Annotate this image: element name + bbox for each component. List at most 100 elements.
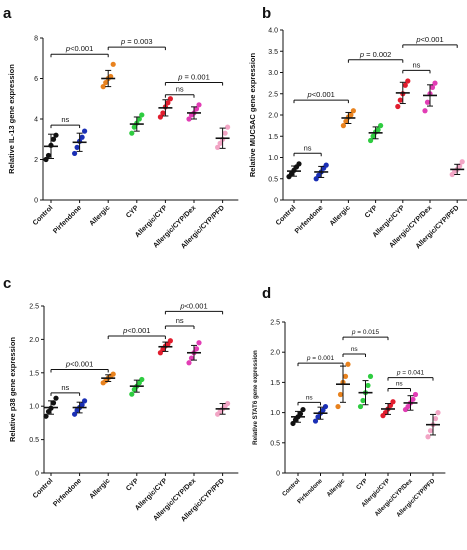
- y-tick-label: 0: [35, 471, 39, 478]
- y-tick-label: 2.5: [270, 320, 280, 327]
- significance-label: p = 0.002: [359, 50, 392, 59]
- data-point: [300, 406, 306, 413]
- y-tick-label: 1.0: [270, 410, 280, 417]
- series-0: [43, 132, 59, 163]
- y-axis-label: Relative MUC5AC gene expression: [248, 52, 257, 177]
- significance-bracket: ns: [297, 394, 321, 406]
- series-6: [215, 124, 231, 150]
- significance-bracket: p<0.001: [293, 90, 349, 104]
- significance-bracket: ns: [342, 346, 366, 358]
- data-point: [139, 112, 145, 118]
- data-point: [315, 414, 321, 420]
- data-point: [375, 127, 381, 133]
- x-tick-label: CYP: [125, 204, 140, 219]
- data-point: [43, 413, 49, 419]
- data-point: [225, 400, 231, 407]
- data-point: [160, 110, 166, 116]
- significance-bracket: ns: [402, 60, 431, 74]
- significance-label: p<0.001: [122, 326, 150, 335]
- y-tick-label: 2.5: [268, 91, 278, 98]
- data-point: [129, 130, 135, 136]
- data-point: [405, 78, 411, 84]
- x-tick-label: Pirfendone: [52, 477, 83, 508]
- significance-label: p<0.001: [415, 35, 443, 44]
- y-tick-label: 1.0: [268, 155, 278, 162]
- y-tick-label: 1.5: [29, 370, 39, 377]
- series-6: [425, 410, 441, 440]
- panel-c: c Relative p38 gene expression 0 0.5 1.0 1.5 2…: [3, 275, 239, 523]
- data-point: [136, 116, 142, 122]
- y-axis-label: Relative STAT6 gene expression: [252, 350, 259, 445]
- data-point: [387, 402, 394, 408]
- significance-label: p = 0.041: [396, 370, 425, 377]
- data-point: [167, 338, 173, 344]
- data-point: [82, 128, 88, 134]
- series-1: [72, 398, 88, 417]
- data-point: [196, 102, 202, 108]
- y-tick-label: 2.0: [270, 350, 280, 357]
- significance-label: p<0.001: [179, 301, 207, 310]
- significance-label: ns: [306, 394, 314, 401]
- data-point: [343, 118, 349, 124]
- data-point: [215, 144, 221, 150]
- y-tick-label: 2.5: [29, 304, 39, 311]
- significance-label: p<0.001: [307, 90, 335, 99]
- data-point: [297, 411, 304, 417]
- series-5: [402, 391, 419, 413]
- data-point: [196, 340, 202, 346]
- data-point: [367, 373, 374, 379]
- data-point: [157, 114, 163, 120]
- data-point: [225, 124, 231, 130]
- significance-bracket: p = 0.041: [387, 370, 434, 381]
- y-tick-label: 1.5: [268, 134, 278, 141]
- data-point: [424, 99, 431, 105]
- x-tick-label: Allergic: [329, 204, 352, 227]
- series-4: [157, 338, 173, 356]
- data-point: [43, 156, 49, 163]
- data-point: [365, 382, 371, 389]
- data-point: [390, 399, 396, 405]
- significance-label: ns: [351, 346, 359, 353]
- data-point: [378, 123, 384, 129]
- series-1: [313, 162, 329, 182]
- data-point: [193, 346, 200, 352]
- y-tick-label: 0: [274, 198, 278, 205]
- data-point: [357, 403, 364, 410]
- significance-bracket: p<0.001: [107, 326, 166, 340]
- significance-label: p<0.001: [65, 44, 93, 53]
- series-0: [43, 395, 59, 419]
- panel-letter: d: [262, 285, 271, 302]
- series-4: [157, 96, 173, 120]
- panel-letter: c: [3, 275, 11, 292]
- panel-a: a Relative IL-13 gene expression 0 2 4 6 8 Cont…: [3, 5, 239, 250]
- panel-letter: b: [262, 5, 271, 22]
- significance-bracket: p<0.001: [50, 359, 109, 373]
- significance-bracket: p<0.001: [164, 301, 224, 315]
- data-point: [312, 418, 319, 424]
- series-4: [380, 399, 396, 419]
- series-3: [129, 112, 145, 136]
- x-tick-label: Allergic: [325, 477, 346, 498]
- data-point: [320, 407, 326, 413]
- data-point: [129, 391, 135, 397]
- x-tick-label: Pirfendone: [52, 204, 83, 235]
- y-tick-label: 0.5: [29, 437, 39, 444]
- data-point: [432, 80, 438, 86]
- series-3: [357, 373, 374, 410]
- significance-label: p = 0.003: [120, 37, 153, 46]
- x-tick-label: Control: [32, 204, 55, 227]
- data-point: [110, 61, 116, 67]
- y-tick-label: 2: [34, 157, 38, 164]
- data-point: [110, 371, 116, 377]
- data-point: [370, 133, 376, 139]
- significance-bracket: p = 0.003: [107, 37, 166, 51]
- data-point: [50, 400, 57, 406]
- y-tick-label: 4: [34, 117, 38, 124]
- y-tick-label: 0: [34, 198, 38, 205]
- data-point: [335, 403, 341, 410]
- data-point: [429, 84, 436, 90]
- panel-b: b Relative MUC5AC gene expression 0 0.5 1.0 1…: [248, 5, 467, 250]
- significance-bracket: ns: [50, 115, 81, 129]
- data-point: [100, 84, 106, 90]
